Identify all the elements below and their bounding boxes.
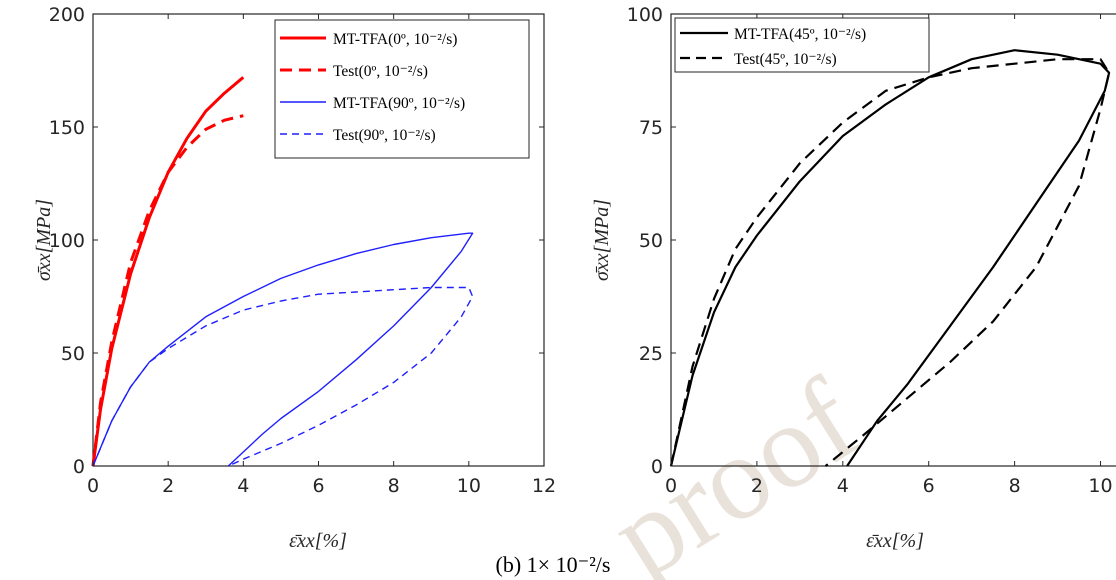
y-tick-label-right-2: 50 [639,230,663,252]
x-tick-label-left-0: 0 [87,475,99,497]
y-tick-label-right-4: 100 [627,4,663,26]
series-line-left-2 [92,232,474,467]
y-tick-label-left-2: 100 [49,230,85,252]
x-tick-label-left-1: 2 [162,475,174,497]
y-tick-label-left-0: 0 [73,456,85,478]
x-tick-label-left-2: 4 [237,475,249,497]
x-tick-label-left-6: 12 [532,475,556,497]
x-tick-label-left-3: 6 [312,475,324,497]
chart-left: 0 2 4 6 8 10 12 0 50 100 150 200 ε̄xx[%] σ̄xx[MPa]… [33,4,556,552]
series-line-left-1 [91,114,244,467]
x-axis-label-right: ε̄xx[%] [866,530,924,552]
series-line-left-0 [91,76,245,467]
series-line-right-0 [669,49,1111,467]
series-line-right-1 [669,58,1111,467]
y-tick-label-right-1: 25 [639,343,663,365]
series-group-right [669,49,1111,467]
y-tick-label-right-3: 75 [639,117,663,139]
x-tick-label-right-5: 10 [1088,475,1112,497]
y-tick-label-right-0: 0 [651,456,663,478]
y-tick-label-left-1: 50 [61,343,85,365]
x-tick-label-right-2: 4 [837,475,849,497]
legend-label-test-45: Test(45º, 10⁻²/s) [734,51,837,68]
x-tick-label-left-5: 10 [457,475,481,497]
legend-label-mt-tfa-90: MT-TFA(90º, 10⁻²/s) [333,95,465,112]
legend-label-test-0: Test(0º, 10⁻²/s) [333,63,428,80]
y-ticks-right: 0 25 50 75 100 [627,4,676,478]
x-tick-label-right-3: 6 [923,475,935,497]
legend-box-left [274,19,530,159]
x-axis-label-left: ε̄xx[%] [289,530,347,552]
y-tick-label-left-4: 200 [49,4,85,26]
y-axis-label-left: σ̄xx[MPa] [33,199,55,281]
legend-label-test-90: Test(90º, 10⁻²/s) [333,127,436,144]
y-ticks-left: 0 50 100 150 200 [49,4,544,478]
series-line-left-3 [92,286,474,467]
x-ticks-left: 0 2 4 6 8 10 12 [87,14,556,497]
legend-right: MT-TFA(45º, 10⁻²/s) Test(45º, 10⁻²/s) [674,17,930,73]
series-group-left [91,76,474,467]
chart-right: 0 2 4 6 8 10 0 25 50 75 100 ε̄xx[%] σ̄xx[MPa] MT-… [591,4,1116,552]
figure-caption: (b) 1× 10⁻²/s [496,552,611,577]
x-tick-label-left-4: 8 [388,475,400,497]
legend-label-mt-tfa-45: MT-TFA(45º, 10⁻²/s) [734,26,866,43]
y-tick-label-left-3: 150 [49,117,85,139]
x-tick-label-right-4: 8 [1009,475,1021,497]
legend-label-mt-tfa-0: MT-TFA(0º, 10⁻²/s) [333,31,457,48]
y-axis-label-right: σ̄xx[MPa] [591,199,613,281]
x-tick-label-right-0: 0 [665,475,677,497]
x-ticks-right: 0 2 4 6 8 10 [665,14,1113,497]
legend-left: MT-TFA(0º, 10⁻²/s) Test(0º, 10⁻²/s) MT-T… [274,19,530,159]
x-tick-label-right-1: 2 [751,475,763,497]
legend-box-right [674,17,930,73]
